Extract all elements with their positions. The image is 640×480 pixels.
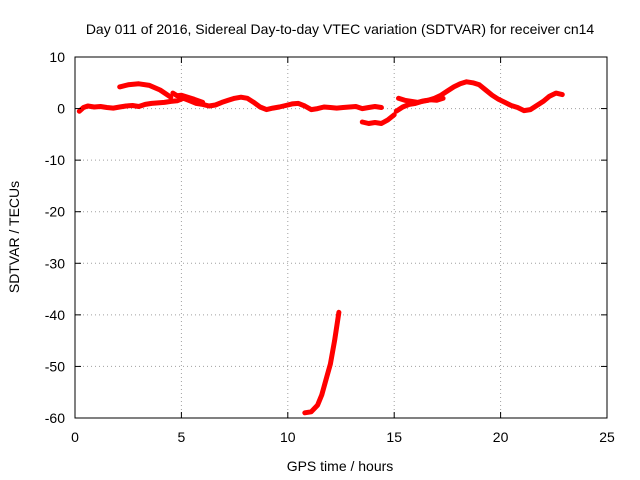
series-line-trace-3 — [170, 90, 206, 105]
plot-frame — [74, 56, 608, 419]
y-tick-label: -10 — [45, 152, 65, 168]
axis-ticks — [74, 56, 608, 419]
y-tick-labels: 10 0 -10 -20 -30 -40 -50 -60 — [45, 49, 65, 426]
series-line-trace-6 — [396, 95, 446, 105]
y-tick-label: 0 — [57, 101, 65, 117]
y-axis-label: SDTVAR / TECUs — [6, 181, 22, 293]
x-tick-labels: 0 5 10 15 20 25 — [71, 429, 615, 445]
y-tick-label: -60 — [45, 410, 65, 426]
x-axis-label: GPS time / hours — [287, 458, 394, 474]
series-line-trace-4 — [359, 112, 397, 126]
series-line-trace-1 — [76, 94, 384, 114]
x-tick-label: 5 — [178, 429, 186, 445]
series-line-trace-2 — [117, 81, 174, 100]
y-tick-label: 10 — [49, 49, 65, 65]
y-tick-label: -40 — [45, 307, 65, 323]
x-tick-label: 25 — [599, 429, 615, 445]
x-tick-label: 10 — [280, 429, 296, 445]
data-series — [76, 79, 565, 416]
y-tick-label: -30 — [45, 255, 65, 271]
y-tick-label: -50 — [45, 358, 65, 374]
x-tick-label: 15 — [386, 429, 402, 445]
chart-title: Day 011 of 2016, Sidereal Day-to-day VTE… — [86, 21, 595, 37]
series-line-trace-7 — [302, 309, 342, 416]
y-tick-label: -20 — [45, 204, 65, 220]
x-tick-label: 0 — [71, 429, 79, 445]
x-tick-label: 20 — [493, 429, 509, 445]
series-line-trace-5 — [393, 79, 565, 114]
